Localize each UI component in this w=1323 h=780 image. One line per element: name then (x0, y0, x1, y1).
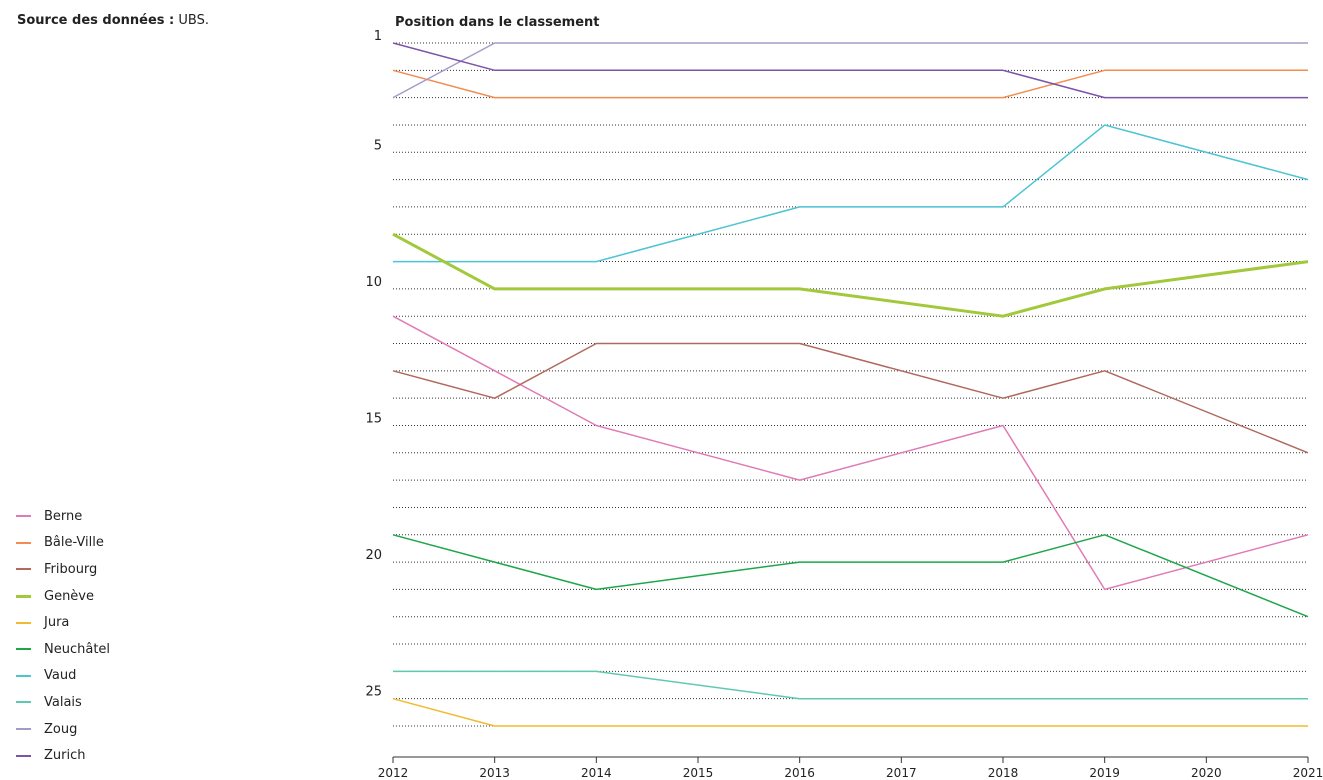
legend-swatch (16, 541, 31, 544)
y-tick-label: 25 (365, 685, 382, 700)
series-line-valais (393, 670, 1308, 700)
series-line-vaud (393, 124, 1309, 263)
legend-label: Zoug (44, 721, 78, 737)
legend-label: Genève (44, 588, 95, 604)
source-value: UBS. (178, 13, 209, 28)
legend-swatch (16, 728, 31, 731)
y-tick-label: 1 (374, 29, 382, 44)
x-tick-label: 2019 (1089, 766, 1120, 780)
legend-label: Fribourg (44, 561, 98, 577)
source-label: Source des données : (17, 13, 175, 28)
legend-item-bale-ville: Bâle-Ville (16, 530, 110, 557)
legend-label: Bâle-Ville (44, 535, 104, 551)
legend-item-vaud: Vaud (16, 663, 110, 690)
series-line-fribourg (392, 342, 1309, 454)
y-tick-label: 15 (365, 411, 382, 426)
series-line-bale-ville (392, 69, 1308, 99)
legend-swatch (16, 701, 31, 704)
series-line-berne (392, 315, 1309, 591)
legend-swatch (16, 515, 31, 518)
series-line-zoug (392, 42, 1308, 99)
legend: Berne Bâle-Ville Fribourg Genève Jura Neuchât… (16, 503, 110, 769)
x-tick-label: 2014 (581, 766, 612, 780)
x-tick-label: 2013 (479, 766, 510, 780)
y-tick-label: 10 (365, 275, 382, 290)
legend-item-berne: Berne (16, 503, 110, 530)
legend-item-zurich: Zurich (16, 742, 110, 769)
x-tick-label: 2017 (886, 766, 917, 780)
legend-item-geneve: Genève (16, 583, 110, 610)
legend-label: Berne (44, 508, 83, 524)
legend-item-neuchatel: Neuchâtel (16, 636, 110, 663)
legend-label: Jura (44, 615, 70, 631)
legend-label: Neuchâtel (44, 641, 111, 657)
y-tick-label: 5 (374, 138, 382, 153)
legend-item-jura: Jura (16, 609, 110, 636)
series-line-geneve (392, 232, 1309, 318)
series-lines (392, 42, 1309, 727)
legend-swatch (16, 674, 31, 677)
legend-label: Zurich (44, 748, 86, 764)
x-tick-label: 2016 (784, 766, 815, 780)
legend-swatch (16, 648, 31, 651)
legend-item-valais: Valais (16, 689, 110, 716)
x-tick-label: 2020 (1191, 766, 1222, 780)
x-tick-label: 2012 (378, 766, 409, 780)
x-tick-label: 2018 (988, 766, 1019, 780)
chart-title: Position dans le classement (395, 15, 600, 30)
series-line-neuchatel (392, 534, 1309, 618)
series-line-jura (392, 697, 1308, 727)
y-tick-label: 20 (365, 548, 382, 563)
legend-item-zoug: Zoug (16, 716, 110, 743)
x-axis: 2012 2013 2014 2015 2016 2017 2018 2019 2020 2021 (378, 756, 1323, 780)
legend-item-fribourg: Fribourg (16, 556, 110, 583)
x-tick-label: 2021 (1293, 766, 1323, 780)
x-tick-label: 2015 (683, 766, 714, 780)
legend-swatch (16, 568, 31, 571)
legend-label: Vaud (44, 668, 77, 684)
legend-swatch (16, 754, 31, 757)
grid-lines (393, 42, 1308, 727)
legend-swatch (16, 621, 31, 624)
source-note: Source des données : UBS. (17, 13, 209, 28)
series-line-zurich (392, 42, 1308, 99)
legend-label: Valais (44, 694, 82, 710)
legend-swatch (16, 594, 31, 598)
